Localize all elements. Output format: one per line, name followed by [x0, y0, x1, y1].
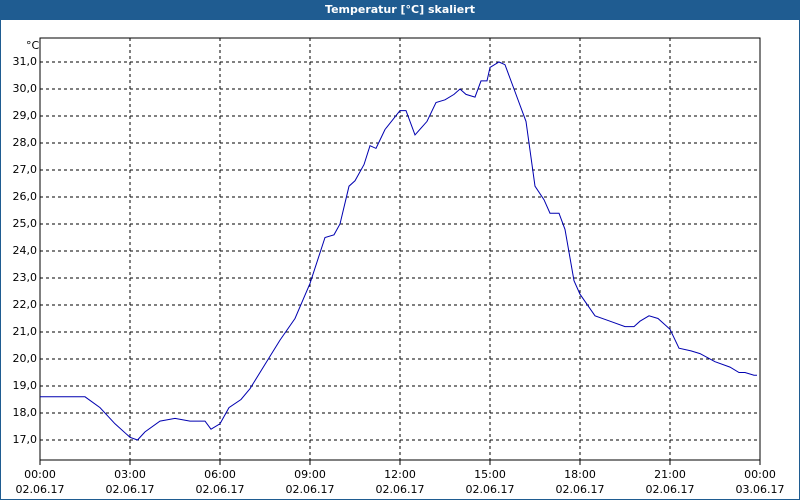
x-tick-label: 15:00: [474, 468, 506, 481]
x-tick-label: 18:00: [564, 468, 596, 481]
x-tick-label: 03:00: [114, 468, 146, 481]
y-tick-label: 23,0: [13, 271, 38, 284]
x-tick-date: 02.06.17: [646, 483, 695, 496]
y-tick-label: 25,0: [13, 217, 38, 230]
y-axis-label: °C: [26, 39, 40, 52]
y-tick-label: 24,0: [13, 244, 38, 257]
x-tick-date: 02.06.17: [16, 483, 65, 496]
y-tick-label: 28,0: [13, 136, 38, 149]
y-tick-label: 26,0: [13, 190, 38, 203]
y-tick-label: 27,0: [13, 163, 38, 176]
x-tick-date: 02.06.17: [286, 483, 335, 496]
title-bar: [0, 0, 800, 20]
x-tick-label: 00:00: [744, 468, 776, 481]
y-tick-label: 21,0: [13, 325, 38, 338]
x-tick-date: 03.06.17: [736, 483, 785, 496]
x-tick-label: 06:00: [204, 468, 236, 481]
x-tick-label: 12:00: [384, 468, 416, 481]
x-tick-date: 02.06.17: [466, 483, 515, 496]
y-tick-label: 20,0: [13, 352, 38, 365]
y-tick-label: 22,0: [13, 298, 38, 311]
y-tick-label: 17,0: [13, 433, 38, 446]
x-tick-date: 02.06.17: [106, 483, 155, 496]
y-tick-label: 30,0: [13, 82, 38, 95]
x-tick-date: 02.06.17: [376, 483, 425, 496]
x-tick-label: 21:00: [654, 468, 686, 481]
y-tick-label: 18,0: [13, 406, 38, 419]
y-tick-label: 31,0: [13, 55, 38, 68]
y-tick-label: 29,0: [13, 109, 38, 122]
x-tick-label: 00:00: [24, 468, 56, 481]
x-tick-date: 02.06.17: [196, 483, 245, 496]
x-tick-label: 09:00: [294, 468, 326, 481]
y-tick-label: 19,0: [13, 379, 38, 392]
chart-title: Temperatur [°C] skaliert: [325, 3, 475, 16]
x-tick-date: 02.06.17: [556, 483, 605, 496]
line-series: [40, 61, 757, 441]
